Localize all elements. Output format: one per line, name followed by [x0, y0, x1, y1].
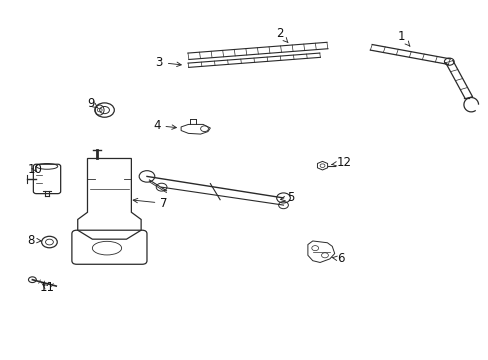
Text: 2: 2 [275, 27, 287, 43]
Text: 8: 8 [27, 234, 41, 247]
Text: 7: 7 [133, 197, 167, 210]
Text: 5: 5 [280, 191, 294, 204]
Text: 6: 6 [331, 252, 344, 265]
Text: 12: 12 [331, 156, 351, 169]
Text: 4: 4 [153, 119, 176, 132]
Text: 10: 10 [27, 163, 42, 176]
Text: 1: 1 [397, 30, 409, 46]
Text: 3: 3 [155, 56, 181, 69]
Text: 9: 9 [87, 97, 98, 110]
Text: 11: 11 [40, 281, 54, 294]
